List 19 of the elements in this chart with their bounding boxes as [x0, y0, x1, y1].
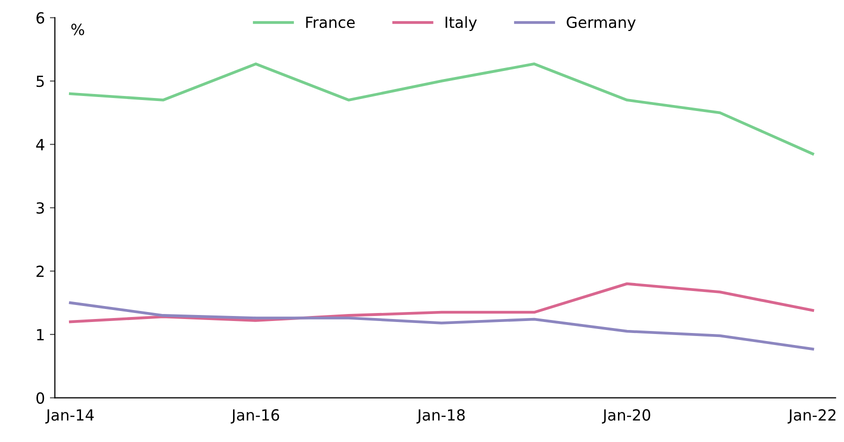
y-tick-label: 1	[37, 329, 44, 340]
line-series	[68, 301, 814, 350]
line-series	[68, 282, 814, 324]
y-tick-label: 3	[36, 202, 44, 214]
legend-label: Italy	[446, 16, 477, 32]
legend-label: Germany	[566, 16, 636, 32]
x-tick-label: Jan-16	[230, 409, 280, 424]
x-tick-label: Jan-22	[788, 409, 836, 424]
x-tick-label: Jan-14	[45, 409, 94, 424]
y-tick-label: 5	[36, 76, 44, 88]
line-series	[68, 62, 814, 156]
y-tick-label: 2	[36, 266, 44, 277]
legend-label: France	[306, 16, 355, 28]
y-tick-label: 6	[36, 12, 44, 24]
y-tick-label: 0	[36, 392, 44, 404]
y-axis-title: %	[71, 24, 84, 36]
x-tick-label: Jan-20	[602, 409, 650, 424]
y-tick-label: 4	[36, 139, 44, 150]
x-tick-label: Jan-18	[416, 409, 465, 424]
